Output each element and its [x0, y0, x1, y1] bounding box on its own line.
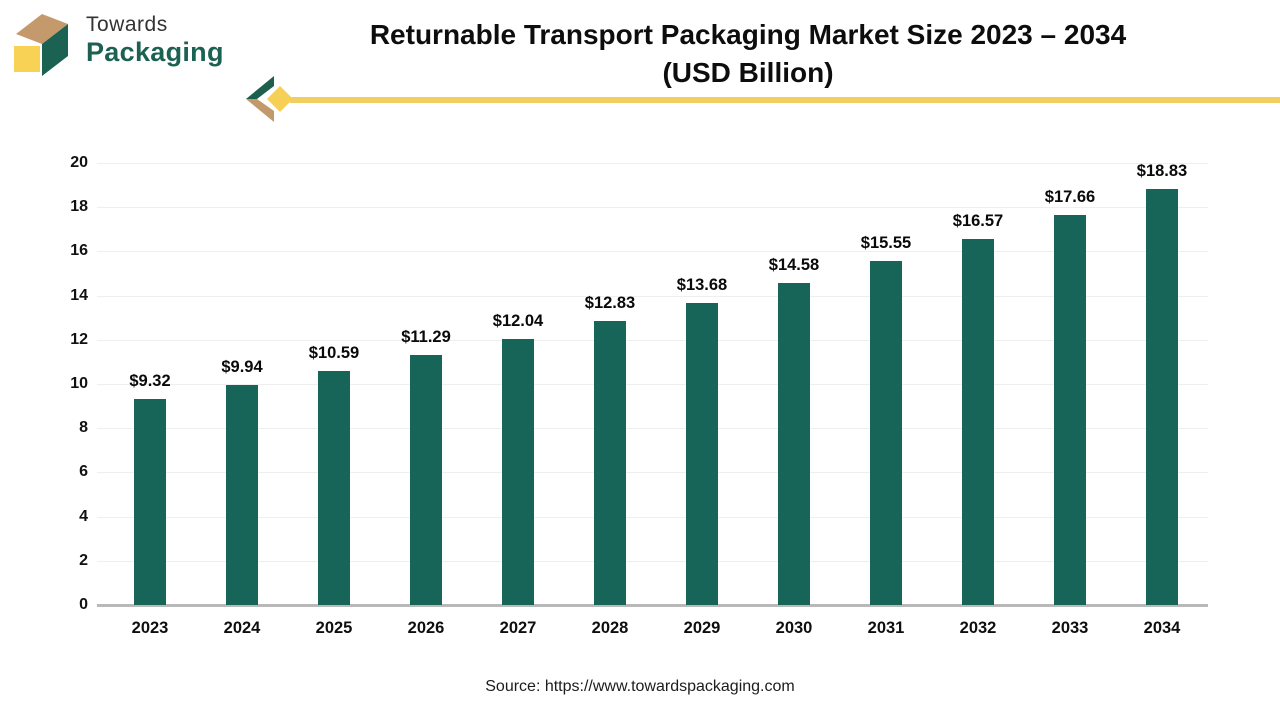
gridline-y-18	[97, 207, 1208, 209]
bar-value-label: $16.57	[952, 211, 1004, 230]
x-tick-label: 2031	[867, 619, 905, 637]
y-tick-label: 14	[70, 286, 88, 304]
page-title-line2: (USD Billion)	[662, 57, 834, 88]
y-tick-label: 4	[79, 507, 88, 525]
page-title: Returnable Transport Packaging Market Si…	[216, 16, 1280, 92]
gridline-y-20	[97, 163, 1208, 164]
x-tick-label: 2032	[959, 619, 997, 637]
bar-value-label: $11.29	[401, 328, 451, 347]
gridline-y-2	[97, 560, 1208, 562]
y-tick-label: 0	[79, 596, 88, 613]
brand-name-line2: Packaging	[86, 37, 224, 67]
y-tick-label: 12	[70, 330, 88, 348]
bar-value-label: $12.83	[584, 294, 636, 313]
x-tick-label: 2029	[683, 619, 721, 637]
x-tick-label: 2028	[591, 619, 629, 637]
divider-chevron-icon	[246, 76, 293, 122]
bar-2029	[686, 302, 718, 605]
bar-2030	[778, 282, 810, 605]
gridline-y-6	[97, 472, 1208, 474]
bar-2034	[1146, 188, 1178, 605]
x-axis-line	[97, 604, 1208, 607]
x-tick-label: 2033	[1051, 619, 1089, 637]
bar-2031	[870, 261, 902, 605]
bar-2027	[502, 338, 534, 605]
gridline-y-4	[97, 516, 1208, 518]
divider-line	[290, 97, 1280, 103]
bar-value-label: $17.66	[1044, 187, 1096, 206]
gridline-y-8	[97, 428, 1208, 430]
source-caption: Source: https://www.towardspackaging.com	[485, 678, 795, 695]
y-tick-label: 10	[70, 375, 88, 392]
x-tick-label: 2034	[1143, 619, 1181, 637]
x-tick-label: 2026	[407, 619, 445, 637]
bar-2033	[1054, 214, 1086, 605]
page-title-line1: Returnable Transport Packaging Market Si…	[369, 19, 1127, 50]
gridline-y-16	[97, 251, 1208, 253]
bar-value-label: $14.58	[768, 255, 820, 274]
bar-value-label: $12.04	[492, 311, 544, 330]
x-tick-label: 2024	[223, 619, 261, 637]
brand-wordmark: Towards Packaging	[86, 8, 224, 66]
bar-2023	[134, 399, 166, 605]
bar-value-label: $13.68	[676, 275, 728, 294]
x-tick-label: 2023	[131, 619, 169, 637]
x-tick-label: 2025	[315, 619, 353, 637]
bar-2026	[410, 355, 442, 605]
y-tick-label: 8	[79, 419, 88, 437]
bar-value-label: $9.32	[129, 372, 171, 391]
bar-value-label: $15.55	[860, 234, 912, 253]
bar-value-label: $18.83	[1136, 161, 1188, 180]
bar-2025	[318, 370, 350, 605]
gridline-y-10	[97, 384, 1208, 385]
y-tick-label: 2	[79, 551, 88, 569]
y-tick-label: 20	[70, 154, 88, 171]
x-tick-label: 2027	[499, 619, 537, 637]
bar-2028	[594, 321, 626, 605]
x-tick-label: 2030	[775, 619, 813, 637]
bar-2024	[226, 385, 258, 605]
gridline-y-14	[97, 295, 1208, 297]
brand-logo: Towards Packaging	[12, 8, 224, 76]
bar-2032	[962, 238, 994, 605]
brand-name-line1: Towards	[86, 13, 168, 36]
y-tick-label: 6	[79, 463, 88, 481]
bar-value-label: $10.59	[308, 343, 360, 362]
brand-cube-icon	[14, 14, 68, 76]
gridline-y-12	[97, 339, 1208, 341]
y-tick-label: 18	[70, 198, 88, 216]
bar-value-label: $9.94	[221, 358, 263, 377]
y-tick-label: 16	[70, 242, 88, 260]
